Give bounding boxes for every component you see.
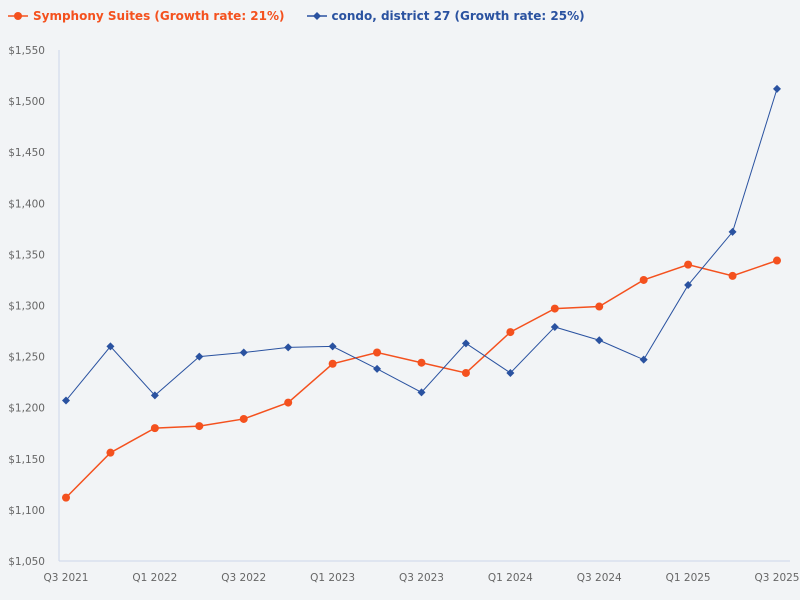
data-point (106, 342, 115, 351)
x-tick-label: Q3 2023 (399, 572, 444, 584)
data-point (461, 339, 470, 348)
legend-label: condo, district 27 (Growth rate: 25%) (331, 9, 585, 23)
data-point (328, 342, 337, 351)
x-tick-label: Q1 2023 (310, 572, 355, 584)
y-tick-label: $1,150 (8, 454, 45, 466)
x-tick-label: Q1 2024 (488, 572, 533, 584)
data-point (684, 281, 693, 290)
data-point (150, 424, 159, 433)
data-point (728, 227, 737, 236)
data-point (595, 302, 604, 311)
legend: Symphony Suites (Growth rate: 21%) condo… (8, 9, 585, 23)
data-point (550, 304, 559, 313)
data-point (239, 414, 248, 423)
y-tick-label: $1,350 (8, 249, 45, 261)
x-tick-label: Q1 2025 (666, 572, 711, 584)
series-line (65, 88, 778, 401)
y-tick-label: $1,200 (8, 403, 45, 415)
y-tick-label: $1,300 (8, 301, 45, 313)
legend-item-condo-district-27[interactable]: condo, district 27 (Growth rate: 25%) (306, 9, 585, 23)
data-point (195, 422, 204, 431)
data-point (239, 348, 248, 357)
data-point (417, 388, 426, 397)
data-point (506, 328, 515, 337)
x-tick-label: Q3 2024 (577, 572, 622, 584)
data-point (728, 271, 737, 280)
circle-marker-icon (8, 12, 28, 20)
data-point (150, 391, 159, 400)
y-tick-label: $1,450 (8, 147, 45, 159)
x-tick-label: Q3 2022 (221, 572, 266, 584)
x-tick-label: Q3 2025 (754, 572, 799, 584)
data-point (62, 493, 70, 502)
x-tick-label: Q1 2022 (132, 572, 177, 584)
data-point (417, 358, 426, 367)
series-line (65, 259, 778, 499)
data-point (328, 359, 337, 368)
data-point (461, 368, 470, 377)
diamond-marker-icon (306, 12, 327, 20)
data-point (550, 322, 559, 331)
y-tick-label: $1,250 (8, 352, 45, 364)
y-tick-label: $1,050 (8, 556, 45, 568)
y-tick-label: $1,550 (8, 45, 45, 57)
data-point (195, 352, 204, 361)
legend-label: Symphony Suites (Growth rate: 21%) (33, 9, 285, 23)
y-tick-label: $1,400 (8, 198, 45, 210)
data-point (373, 364, 382, 373)
y-tick-label: $1,500 (8, 96, 45, 108)
data-point (284, 398, 293, 407)
data-point (106, 448, 115, 457)
data-point (373, 348, 382, 357)
x-tick-label: Q3 2021 (43, 572, 88, 584)
data-point (773, 84, 781, 93)
y-tick-label: $1,100 (8, 505, 45, 517)
data-point (62, 396, 70, 405)
data-point (773, 256, 781, 265)
data-point (284, 343, 293, 352)
data-point (639, 355, 648, 364)
data-point (506, 368, 515, 377)
data-point (595, 336, 604, 345)
data-point (639, 275, 648, 284)
legend-item-symphony-suites[interactable]: Symphony Suites (Growth rate: 21%) (8, 9, 285, 23)
data-point (684, 260, 693, 269)
